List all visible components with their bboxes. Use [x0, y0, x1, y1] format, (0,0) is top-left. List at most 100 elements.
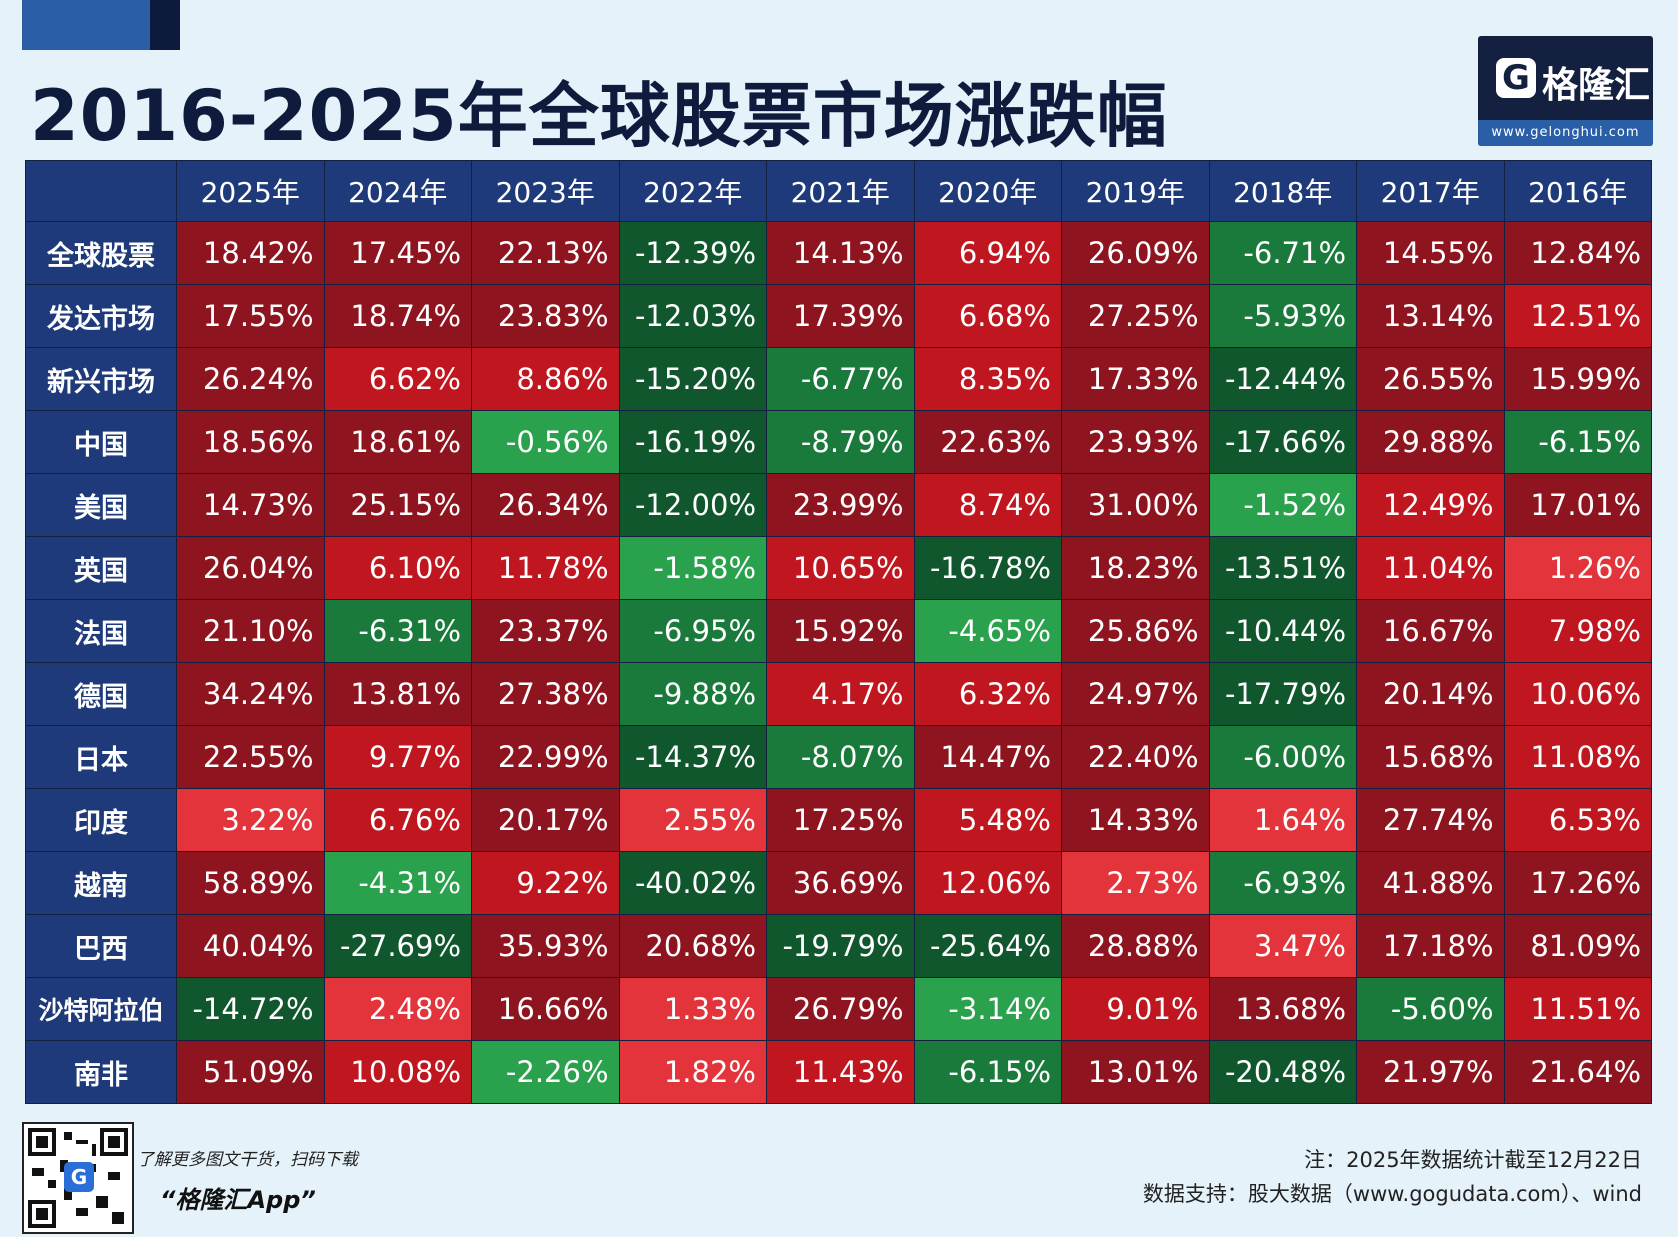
value-cell: -12.44%	[1208, 347, 1357, 411]
value-cell: -27.69%	[323, 914, 472, 978]
value-cell: 14.47%	[913, 725, 1062, 789]
value-cell: 31.00%	[1061, 473, 1210, 537]
value-cell: 17.33%	[1061, 347, 1210, 411]
value-cell: -3.14%	[913, 977, 1062, 1041]
promo-app-name: “格隆汇App”	[160, 1186, 316, 1214]
top-accent-bar-dark	[150, 0, 180, 50]
value-cell: 9.22%	[471, 851, 620, 915]
value-cell: 7.98%	[1503, 599, 1652, 663]
row-label: 英国	[25, 536, 177, 600]
value-cell: 36.69%	[766, 851, 915, 915]
value-cell: 13.14%	[1356, 284, 1505, 348]
value-cell: -2.26%	[471, 1040, 620, 1104]
value-cell: -9.88%	[618, 662, 767, 726]
column-header: 2016年	[1503, 160, 1652, 222]
table-row: 英国 26.04% 6.10% 11.78% -1.58% 10.65% -16.78% 18…	[25, 536, 1652, 600]
value-cell: 21.10%	[176, 599, 325, 663]
value-cell: -19.79%	[766, 914, 915, 978]
value-cell: 26.04%	[176, 536, 325, 600]
table-row: 南非 51.09% 10.08% -2.26% 1.82% 11.43% -6.15% 13.…	[25, 1040, 1652, 1104]
value-cell: 1.33%	[618, 977, 767, 1041]
table-row: 德国 34.24% 13.81% 27.38% -9.88% 4.17% 6.32% 24.9…	[25, 662, 1652, 726]
logo-g-icon: G	[1496, 58, 1536, 98]
value-cell: 12.49%	[1356, 473, 1505, 537]
value-cell: 11.78%	[471, 536, 620, 600]
top-accent-bar	[22, 0, 150, 50]
column-header: 2020年	[913, 160, 1062, 222]
value-cell: -0.56%	[471, 410, 620, 474]
table-row: 新兴市场 26.24% 6.62% 8.86% -15.20% -6.77% 8.35% 17…	[25, 347, 1652, 411]
value-cell: 2.48%	[323, 977, 472, 1041]
value-cell: 22.13%	[471, 221, 620, 285]
table-row: 印度 3.22% 6.76% 20.17% 2.55% 17.25% 5.48% 14.33%…	[25, 788, 1652, 852]
value-cell: 23.37%	[471, 599, 620, 663]
returns-table-container: 2025年 2024年 2023年 2022年 2021年 2020年 2019年 2018年…	[25, 160, 1652, 1104]
value-cell: 15.99%	[1503, 347, 1652, 411]
logo-name: 格隆汇	[1542, 65, 1651, 106]
table-header-row: 2025年 2024年 2023年 2022年 2021年 2020年 2019年 2018年…	[25, 160, 1652, 222]
value-cell: -13.51%	[1208, 536, 1357, 600]
value-cell: 27.38%	[471, 662, 620, 726]
value-cell: 20.68%	[618, 914, 767, 978]
table-row: 美国 14.73% 25.15% 26.34% -12.00% 23.99% 8.74% 31…	[25, 473, 1652, 537]
value-cell: 3.47%	[1208, 914, 1357, 978]
value-cell: 58.89%	[176, 851, 325, 915]
value-cell: 16.66%	[471, 977, 620, 1041]
table-row: 法国 21.10% -6.31% 23.37% -6.95% 15.92% -4.65% 25…	[25, 599, 1652, 663]
table-row: 发达市场 17.55% 18.74% 23.83% -12.03% 17.39% 6.68%…	[25, 284, 1652, 348]
table-row: 越南 58.89% -4.31% 9.22% -40.02% 36.69% 12.06% 2.…	[25, 851, 1652, 915]
value-cell: -12.03%	[618, 284, 767, 348]
value-cell: 20.17%	[471, 788, 620, 852]
value-cell: 20.14%	[1356, 662, 1505, 726]
value-cell: -14.37%	[618, 725, 767, 789]
table-row: 日本 22.55% 9.77% 22.99% -14.37% -8.07% 14.47% 22…	[25, 725, 1652, 789]
value-cell: 6.76%	[323, 788, 472, 852]
value-cell: 18.23%	[1061, 536, 1210, 600]
value-cell: -16.19%	[618, 410, 767, 474]
table-body: 全球股票 18.42% 17.45% 22.13% -12.39% 14.13% 6.94%…	[25, 221, 1652, 1104]
value-cell: 18.42%	[176, 221, 325, 285]
value-cell: 6.62%	[323, 347, 472, 411]
value-cell: -15.20%	[618, 347, 767, 411]
value-cell: 18.74%	[323, 284, 472, 348]
value-cell: -6.93%	[1208, 851, 1357, 915]
value-cell: 21.97%	[1356, 1040, 1505, 1104]
value-cell: 15.92%	[766, 599, 915, 663]
value-cell: 10.06%	[1503, 662, 1652, 726]
value-cell: 27.74%	[1356, 788, 1505, 852]
value-cell: -4.31%	[323, 851, 472, 915]
value-cell: -5.60%	[1356, 977, 1505, 1041]
row-label: 越南	[25, 851, 177, 915]
value-cell: 11.51%	[1503, 977, 1652, 1041]
value-cell: 5.48%	[913, 788, 1062, 852]
column-header: 2022年	[618, 160, 767, 222]
value-cell: 14.33%	[1061, 788, 1210, 852]
value-cell: 14.73%	[176, 473, 325, 537]
value-cell: 26.34%	[471, 473, 620, 537]
value-cell: 6.10%	[323, 536, 472, 600]
value-cell: -20.48%	[1208, 1040, 1357, 1104]
data-source: 数据支持：股大数据（www.gogudata.com）、wind	[1142, 1182, 1642, 1206]
value-cell: 23.93%	[1061, 410, 1210, 474]
row-label: 全球股票	[25, 221, 177, 285]
value-cell: 1.64%	[1208, 788, 1357, 852]
row-label: 印度	[25, 788, 177, 852]
table-row: 巴西 40.04% -27.69% 35.93% 20.68% -19.79% -25.64…	[25, 914, 1652, 978]
value-cell: 22.63%	[913, 410, 1062, 474]
row-label: 法国	[25, 599, 177, 663]
value-cell: 22.99%	[471, 725, 620, 789]
value-cell: 8.86%	[471, 347, 620, 411]
value-cell: 2.55%	[618, 788, 767, 852]
value-cell: 14.55%	[1356, 221, 1505, 285]
value-cell: -6.15%	[1503, 410, 1652, 474]
value-cell: 13.81%	[323, 662, 472, 726]
value-cell: 23.83%	[471, 284, 620, 348]
value-cell: -40.02%	[618, 851, 767, 915]
qr-app-badge-icon: G	[64, 1162, 94, 1192]
value-cell: 18.61%	[323, 410, 472, 474]
value-cell: 81.09%	[1503, 914, 1652, 978]
value-cell: 26.24%	[176, 347, 325, 411]
value-cell: -6.77%	[766, 347, 915, 411]
value-cell: 41.88%	[1356, 851, 1505, 915]
value-cell: -6.00%	[1208, 725, 1357, 789]
